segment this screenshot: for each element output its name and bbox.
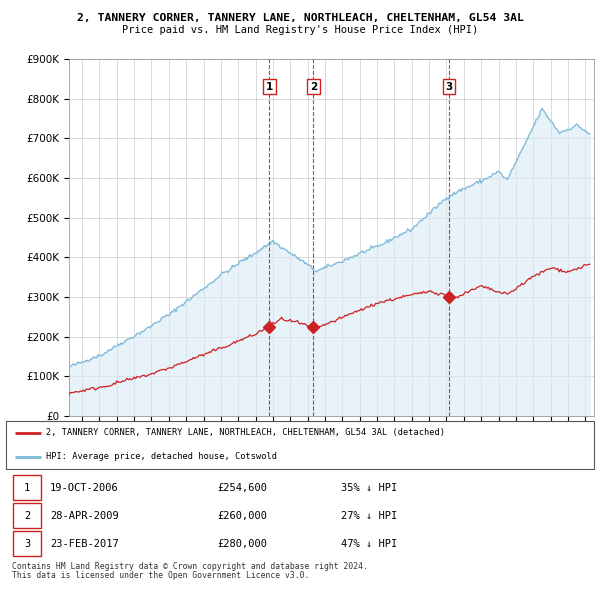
Text: 28-APR-2009: 28-APR-2009 [50, 511, 119, 520]
Text: 2: 2 [310, 82, 317, 92]
Text: £260,000: £260,000 [218, 511, 268, 520]
Text: 35% ↓ HPI: 35% ↓ HPI [341, 483, 397, 493]
Text: 47% ↓ HPI: 47% ↓ HPI [341, 539, 397, 549]
Text: 3: 3 [445, 82, 453, 92]
Text: 1: 1 [266, 82, 273, 92]
Text: 19-OCT-2006: 19-OCT-2006 [50, 483, 119, 493]
Text: Contains HM Land Registry data © Crown copyright and database right 2024.: Contains HM Land Registry data © Crown c… [12, 562, 368, 571]
Text: 3: 3 [24, 539, 30, 549]
Text: 2, TANNERY CORNER, TANNERY LANE, NORTHLEACH, CHELTENHAM, GL54 3AL: 2, TANNERY CORNER, TANNERY LANE, NORTHLE… [77, 13, 523, 23]
Text: 23-FEB-2017: 23-FEB-2017 [50, 539, 119, 549]
FancyBboxPatch shape [13, 476, 41, 500]
Text: This data is licensed under the Open Government Licence v3.0.: This data is licensed under the Open Gov… [12, 571, 310, 580]
Text: £254,600: £254,600 [218, 483, 268, 493]
Text: £280,000: £280,000 [218, 539, 268, 549]
FancyBboxPatch shape [13, 532, 41, 556]
FancyBboxPatch shape [13, 503, 41, 528]
FancyBboxPatch shape [6, 421, 594, 469]
Text: Price paid vs. HM Land Registry's House Price Index (HPI): Price paid vs. HM Land Registry's House … [122, 25, 478, 35]
Text: 27% ↓ HPI: 27% ↓ HPI [341, 511, 397, 520]
Text: 1: 1 [24, 483, 30, 493]
Text: 2: 2 [24, 511, 30, 520]
Text: 2, TANNERY CORNER, TANNERY LANE, NORTHLEACH, CHELTENHAM, GL54 3AL (detached): 2, TANNERY CORNER, TANNERY LANE, NORTHLE… [46, 428, 445, 437]
Text: HPI: Average price, detached house, Cotswold: HPI: Average price, detached house, Cots… [46, 453, 277, 461]
